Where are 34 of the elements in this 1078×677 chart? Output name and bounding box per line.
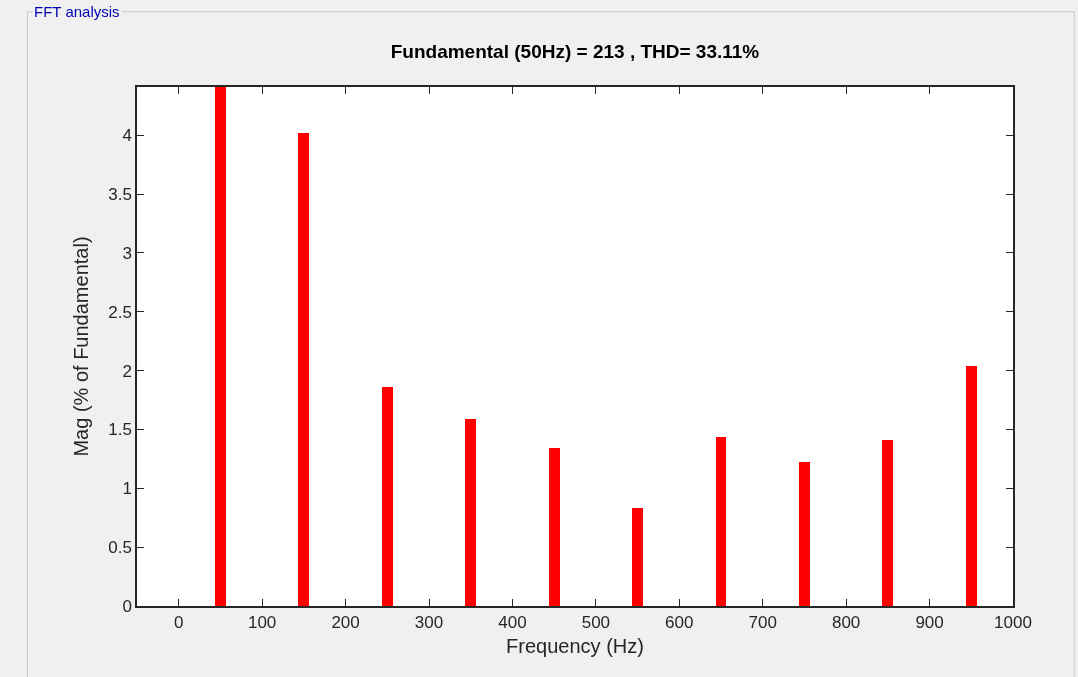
x-axis-title: Frequency (Hz) [506, 635, 644, 658]
bar [632, 508, 643, 606]
y-tick-label: 3 [122, 243, 132, 263]
text: FFT analysis [34, 3, 120, 20]
x-tick-label: 500 [581, 613, 611, 633]
y-tick-label: 1 [122, 479, 132, 499]
y-axis-title: Mag (% of Fundamental) [70, 236, 93, 457]
bar [215, 87, 226, 606]
bar [882, 440, 893, 606]
bar [382, 387, 393, 606]
x-tick-label: 400 [498, 613, 527, 633]
y-tick-label: 0 [122, 596, 132, 616]
bar [298, 133, 309, 606]
x-tick-label: 900 [915, 613, 944, 633]
x-tick-label: 1000 [994, 613, 1032, 633]
x-tick-label: 0 [173, 613, 184, 633]
bar [716, 437, 726, 606]
x-tick-label: 800 [831, 613, 861, 633]
x-tick-label: 300 [414, 613, 444, 633]
bar [966, 366, 977, 606]
x-tick-label: 100 [247, 613, 277, 633]
y-tick-label: 3.5 [108, 185, 132, 205]
x-tick-label: 200 [331, 613, 360, 633]
bar [799, 462, 810, 606]
x-tick-label: 600 [665, 613, 694, 633]
y-tick-label: 2 [122, 361, 132, 381]
y-tick-label: 4 [122, 126, 132, 146]
y-tick-label: 0.5 [108, 538, 132, 558]
y-tick-label: 1.5 [108, 420, 132, 440]
x-tick-label: 700 [748, 613, 777, 633]
bar [465, 419, 476, 606]
bar [549, 448, 560, 606]
y-tick-label: 2.5 [108, 302, 132, 322]
chart-title: Fundamental (50Hz) = 213 , THD= 33.11% [390, 41, 760, 62]
